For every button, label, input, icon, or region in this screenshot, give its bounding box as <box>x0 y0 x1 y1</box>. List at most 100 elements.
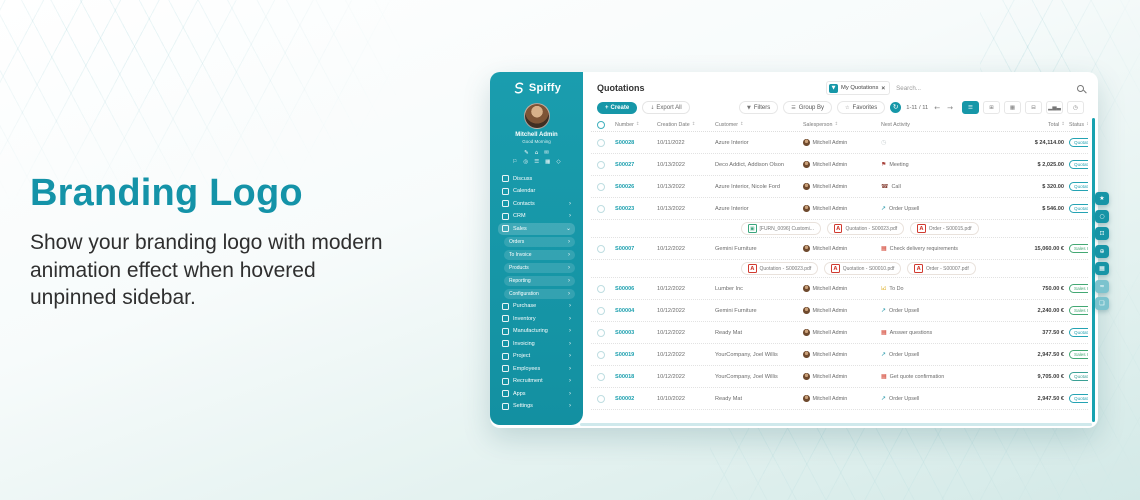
sidebar-subitem-configuration[interactable]: Configuration › <box>504 288 575 299</box>
export-all-button[interactable]: ↓ Export All <box>642 101 690 114</box>
next-activity-cell[interactable]: ⚑ Meeting <box>881 162 1009 168</box>
quotation-number[interactable]: S00002 <box>615 395 635 402</box>
column-header-customer[interactable]: Customer ↕ <box>715 122 803 128</box>
table-row[interactable]: S00007 10/12/2022 Gemini Furniture Mitchell… <box>591 238 1088 260</box>
attachment-chip[interactable]: A Order - S00007.pdf <box>907 261 976 276</box>
column-header-total[interactable]: Total ↕ <box>1009 122 1069 128</box>
vertical-scrollbar[interactable] <box>1092 118 1095 422</box>
next-activity-cell[interactable]: ↗ Order Upsell <box>881 396 1009 402</box>
user-avatar[interactable] <box>523 103 550 129</box>
search-bar[interactable]: ▼ My Quotations × Search... <box>826 81 1084 95</box>
sidebar-subitem-to-invoice[interactable]: To Invoice › <box>504 249 575 260</box>
attachment-chip[interactable]: A Quotation - S00010.pdf <box>824 261 902 276</box>
sidebar-item-discuss[interactable]: Discuss <box>498 173 575 185</box>
next-activity-cell[interactable]: ☎ Call <box>881 184 1009 190</box>
table-row[interactable]: S00004 10/12/2022 Gemini Furniture Mitchell… <box>591 300 1088 322</box>
kanban-view-button[interactable]: ⊞ <box>983 101 1000 114</box>
search-input[interactable]: Search... <box>896 84 921 92</box>
list-view-button[interactable]: ☰ <box>962 101 979 114</box>
column-header-status[interactable]: Status ↕ <box>1069 122 1088 128</box>
fab-fullscreen-button[interactable]: ⊡ <box>1095 227 1109 240</box>
table-row[interactable]: S00028 10/11/2022 Azure Interior Mitchell A… <box>591 132 1088 154</box>
activity-icon[interactable]: ✎ <box>524 150 529 156</box>
sidebar-subitem-products[interactable]: Products › <box>504 262 575 273</box>
pivot-view-button[interactable]: ⊟ <box>1025 101 1042 114</box>
attachment-chip[interactable]: A Order - S00015.pdf <box>910 221 979 236</box>
quotation-number[interactable]: S00027 <box>615 161 635 168</box>
fab-grid-button[interactable]: ▦ <box>1095 262 1109 275</box>
calendar-view-button[interactable]: ▦ <box>1004 101 1021 114</box>
fab-zoom-button[interactable]: ⊕ <box>1095 244 1109 258</box>
fab-favorites-button[interactable]: ★ <box>1095 192 1109 205</box>
attachment-chip[interactable]: A Quotation - S00023.pdf <box>741 261 819 276</box>
brand[interactable]: Spiffy <box>512 81 561 95</box>
column-header-next-activity[interactable]: Next Activity <box>881 122 1009 128</box>
quotation-number[interactable]: S00004 <box>615 307 635 314</box>
row-checkbox[interactable] <box>597 138 605 147</box>
search-icon[interactable] <box>1077 84 1084 92</box>
table-row[interactable]: S00023 10/13/2022 Azure Interior Mitchell A… <box>591 198 1088 220</box>
column-header-number[interactable]: Number ↕ <box>615 122 657 128</box>
sidebar-item-project[interactable]: Project › <box>498 351 575 363</box>
megaphone-icon[interactable]: ☰ <box>534 159 540 165</box>
quotation-number[interactable]: S00019 <box>615 351 635 358</box>
filter-chip[interactable]: ▼ My Quotations × <box>826 81 891 95</box>
previous-page-icon[interactable]: ← <box>934 103 941 112</box>
table-row[interactable]: S00026 10/13/2022 Azure Interior, Nicole F… <box>591 176 1088 198</box>
next-activity-cell[interactable]: ▦ Check delivery requirements <box>881 246 1009 252</box>
fab-language-button[interactable]: ❏ <box>1095 297 1109 310</box>
next-activity-cell[interactable]: ↗ Order Upsell <box>881 352 1009 358</box>
sidebar-subitem-reporting[interactable]: Reporting › <box>504 275 575 286</box>
table-row[interactable]: S00027 10/13/2022 Deco Addict, Addison Ols… <box>591 154 1088 176</box>
sidebar-item-employees[interactable]: Employees › <box>498 363 575 375</box>
sidebar-item-crm[interactable]: CRM › <box>498 211 575 223</box>
filters-button[interactable]: ▼ Filters <box>739 101 779 114</box>
sidebar-item-contacts[interactable]: Contacts › <box>498 198 575 210</box>
table-row[interactable]: S00018 10/12/2022 YourCompany, Joel Willis… <box>591 366 1088 388</box>
select-all-checkbox[interactable] <box>597 120 605 129</box>
attachment-chip[interactable]: ▣ [FURN_0096] Customi... <box>741 221 821 236</box>
mail-icon[interactable]: ✉ <box>544 150 549 156</box>
refresh-button[interactable]: ↻ <box>890 102 902 113</box>
row-checkbox[interactable] <box>597 182 605 191</box>
quotation-number[interactable]: S00023 <box>615 205 635 212</box>
row-checkbox[interactable] <box>597 284 605 293</box>
sidebar-item-calendar[interactable]: Calendar <box>498 186 575 198</box>
attachment-chip[interactable]: A Quotation - S00023.pdf <box>826 221 905 236</box>
next-activity-cell[interactable]: ↗ Order Upsell <box>881 206 1009 212</box>
inventory-icon[interactable]: ▦ <box>545 159 551 165</box>
next-activity-cell[interactable]: ▦ Answer questions <box>881 330 1009 336</box>
row-checkbox[interactable] <box>597 350 605 359</box>
wallet-icon[interactable]: ◎ <box>523 159 529 165</box>
table-row[interactable]: S00002 10/10/2022 Ready Mat Mitchell Admin ↗… <box>591 388 1088 410</box>
quotation-number[interactable]: S00018 <box>615 373 635 380</box>
quotation-number[interactable]: S00006 <box>615 285 635 292</box>
favorites-button[interactable]: ☆ Favorites <box>837 101 886 114</box>
remove-filter-icon[interactable]: × <box>881 84 886 92</box>
fab-theme-button[interactable]: ≈ <box>1095 279 1109 293</box>
location-icon[interactable]: ◇ <box>556 159 561 165</box>
fleet-icon[interactable]: ⚐ <box>512 159 518 165</box>
sidebar-item-manufacturing[interactable]: Manufacturing › <box>498 326 575 338</box>
row-checkbox[interactable] <box>597 372 605 381</box>
quotation-number[interactable]: S00026 <box>615 183 635 190</box>
briefcase-icon[interactable]: ⌂ <box>534 150 539 156</box>
row-checkbox[interactable] <box>597 204 605 213</box>
next-activity-cell[interactable]: ◷ <box>881 140 1009 146</box>
sidebar-item-purchase[interactable]: Purchase › <box>498 301 575 313</box>
sidebar-item-apps[interactable]: Apps › <box>498 388 575 400</box>
quotation-number[interactable]: S00028 <box>615 139 635 146</box>
row-checkbox[interactable] <box>597 328 605 337</box>
row-checkbox[interactable] <box>597 160 605 169</box>
next-activity-cell[interactable]: ☑ To Do <box>881 286 1009 292</box>
next-page-icon[interactable]: → <box>947 103 953 112</box>
column-header-salesperson[interactable]: Salesperson ↕ <box>803 122 881 128</box>
sidebar-item-settings[interactable]: Settings › <box>498 401 575 413</box>
next-activity-cell[interactable]: ↗ Order Upsell <box>881 308 1009 314</box>
fab-search-button[interactable]: ○ <box>1095 209 1109 223</box>
row-checkbox[interactable] <box>597 244 605 253</box>
row-checkbox[interactable] <box>597 394 605 403</box>
sidebar-item-recruitment[interactable]: Recruitment › <box>498 376 575 388</box>
table-row[interactable]: S00006 10/12/2022 Lumber Inc Mitchell Admin… <box>591 278 1088 300</box>
activity-view-button[interactable]: ◷ <box>1067 101 1084 114</box>
